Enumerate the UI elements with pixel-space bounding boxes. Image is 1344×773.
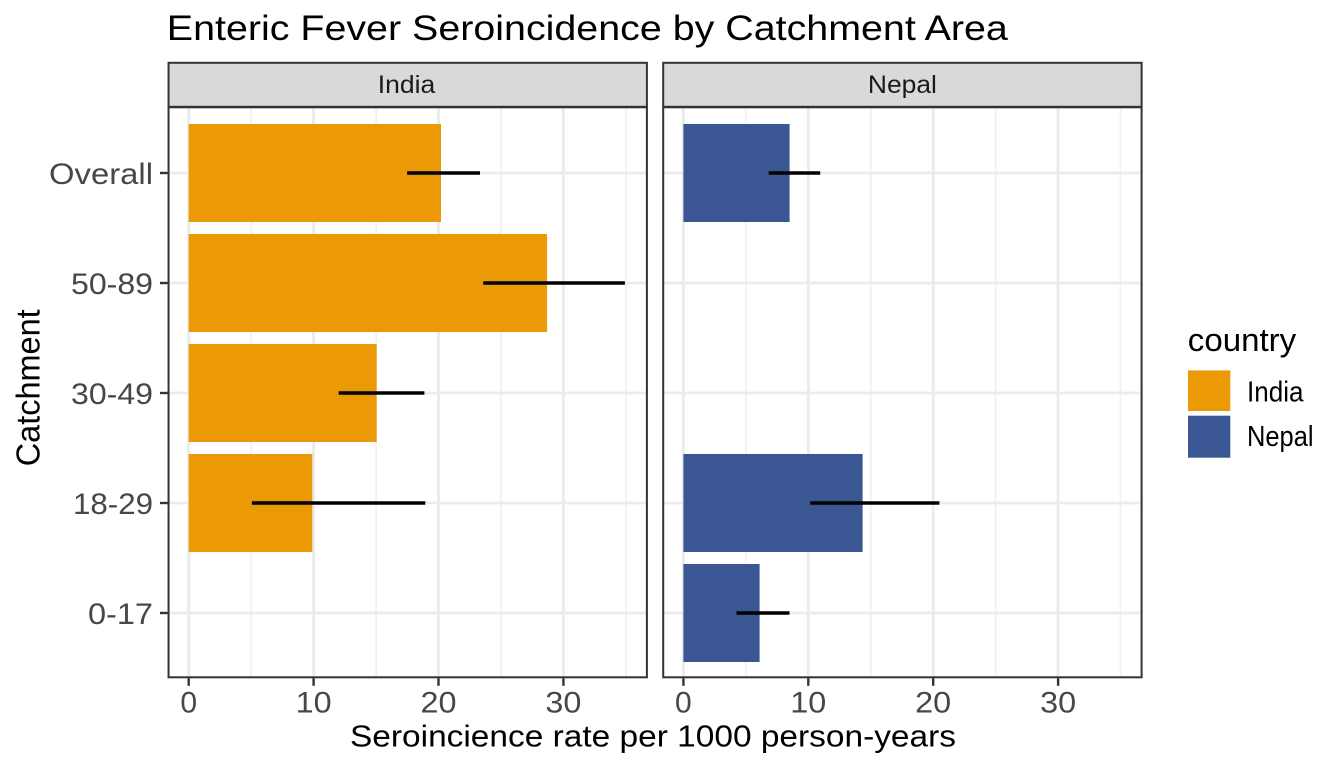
svg-text:0: 0 [675,687,692,720]
svg-text:30-49: 30-49 [71,378,153,411]
svg-text:Nepal: Nepal [868,71,937,99]
svg-text:0: 0 [180,687,197,720]
svg-text:country: country [1188,322,1296,358]
svg-text:Nepal: Nepal [1247,421,1314,453]
svg-text:India: India [378,71,436,99]
svg-text:0-17: 0-17 [88,598,153,631]
svg-text:Catchment: Catchment [11,309,48,467]
svg-text:20: 20 [421,687,457,720]
svg-text:10: 10 [790,687,826,720]
svg-text:30: 30 [1040,687,1076,720]
svg-text:20: 20 [915,687,951,720]
svg-text:Overall: Overall [49,158,153,191]
svg-text:10: 10 [296,687,332,720]
svg-text:18-29: 18-29 [73,488,153,521]
svg-text:30: 30 [545,687,581,720]
svg-text:Seroincience rate per 1000 per: Seroincience rate per 1000 person-years [350,719,956,754]
svg-text:50-89: 50-89 [71,268,153,301]
svg-text:India: India [1247,376,1304,408]
svg-text:Enteric Fever Seroincidence by: Enteric Fever Seroincidence by Catchment… [167,9,1009,48]
